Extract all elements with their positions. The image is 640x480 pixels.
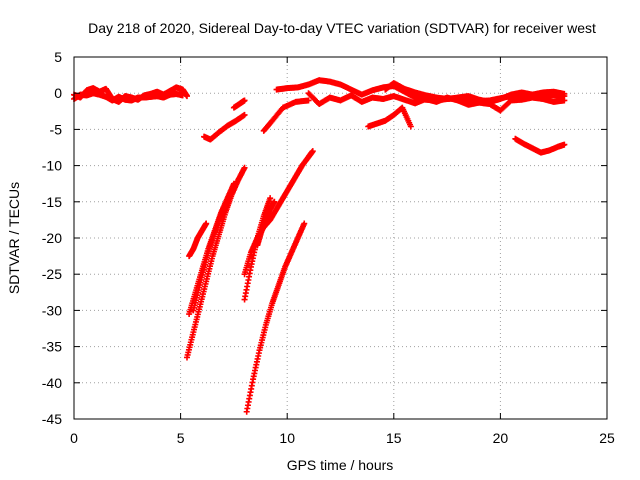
x-tick-label: 25 bbox=[599, 430, 615, 446]
x-tick-labels: 0 5 10 15 20 25 bbox=[70, 430, 615, 446]
y-tick-label: -35 bbox=[42, 339, 62, 355]
y-tick-labels: 5 0 -5 -10 -15 -20 -25 -30 -35 -40 -45 bbox=[42, 49, 62, 427]
x-tick-label: 10 bbox=[279, 430, 295, 446]
data-point bbox=[203, 220, 210, 227]
axis-ticks bbox=[73, 56, 608, 420]
x-tick-label: 0 bbox=[70, 430, 78, 446]
series-arc-4 bbox=[230, 97, 248, 111]
series-arc-10 bbox=[512, 135, 568, 156]
series-arc-5 bbox=[260, 97, 312, 134]
y-tick-label: -20 bbox=[42, 230, 62, 246]
series-arc-14 bbox=[190, 206, 227, 314]
data-point bbox=[407, 123, 414, 130]
data-point bbox=[561, 97, 568, 104]
series-arc-18 bbox=[243, 220, 308, 415]
data-point bbox=[561, 90, 568, 97]
x-tick-label: 20 bbox=[493, 430, 509, 446]
y-tick-label: -5 bbox=[50, 121, 63, 137]
y-tick-label: -25 bbox=[42, 266, 62, 282]
data-point bbox=[179, 92, 186, 99]
y-tick-label: -30 bbox=[42, 302, 62, 318]
y-tick-label: 0 bbox=[54, 85, 62, 101]
data-point bbox=[301, 220, 308, 227]
y-tick-label: -45 bbox=[42, 411, 62, 427]
data-point bbox=[267, 195, 274, 202]
data-point bbox=[241, 164, 248, 171]
chart-title: Day 218 of 2020, Sidereal Day-to-day VTE… bbox=[88, 20, 596, 36]
x-tick-label: 5 bbox=[177, 430, 185, 446]
series-arc-2 bbox=[71, 90, 186, 104]
data-point bbox=[241, 97, 248, 104]
data-point bbox=[561, 141, 568, 148]
y-tick-label: -40 bbox=[42, 375, 62, 391]
y-tick-label: -15 bbox=[42, 194, 62, 210]
data-point bbox=[305, 97, 312, 104]
y-tick-label: 5 bbox=[54, 49, 62, 65]
data-point bbox=[230, 180, 237, 187]
data-point bbox=[220, 206, 227, 213]
y-tick-label: -10 bbox=[42, 158, 62, 174]
x-tick-label: 15 bbox=[386, 430, 402, 446]
x-axis-label: GPS time / hours bbox=[287, 457, 394, 473]
series-arc-13 bbox=[186, 220, 210, 260]
data-point bbox=[241, 111, 248, 118]
series-arc-17 bbox=[254, 198, 278, 249]
series-arc-3 bbox=[201, 111, 248, 143]
data-point bbox=[309, 148, 316, 155]
y-axis-label: SDTVAR / TECUs bbox=[6, 182, 22, 294]
data-point bbox=[271, 198, 278, 205]
series-arc-9 bbox=[382, 80, 568, 105]
series-arc-8 bbox=[365, 104, 414, 130]
data-series bbox=[71, 77, 568, 415]
